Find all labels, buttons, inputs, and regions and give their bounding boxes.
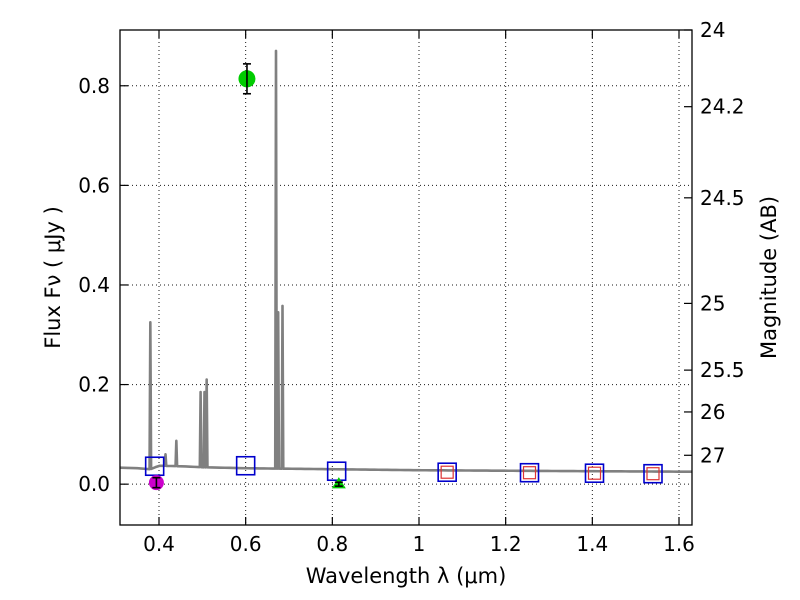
x-axis-label: Wavelength λ (μm) xyxy=(306,564,507,588)
mag-tick-label: 25.5 xyxy=(700,358,745,382)
axis-ticks: 0.4 0.6 0.8 1 1.2 1.4 1.6 0.0 0.2 0.4 0.6 0.8 24 24.2… xyxy=(78,18,744,556)
model-flux-box xyxy=(584,463,605,484)
model-flux-box xyxy=(235,455,256,476)
x-tick-label: 1.4 xyxy=(576,532,608,556)
y-axis-label-right: Magnitude (AB) xyxy=(757,196,781,359)
x-tick-label: 1.6 xyxy=(663,532,695,556)
x-tick-label: 0.4 xyxy=(143,532,175,556)
model-flux-box xyxy=(326,461,347,482)
x-tick-label: 1 xyxy=(413,532,426,556)
mag-tick-label: 24.2 xyxy=(700,95,745,119)
x-tick-label: 0.8 xyxy=(316,532,348,556)
mag-tick-label: 24 xyxy=(700,18,725,42)
plot-frame xyxy=(119,29,693,526)
mag-tick-label: 26 xyxy=(700,400,725,424)
y-tick-label: 0.8 xyxy=(78,74,110,98)
mag-tick-label: 27 xyxy=(700,443,725,467)
template-spectrum-layer xyxy=(119,49,693,474)
mag-tick-label: 25 xyxy=(700,291,725,315)
x-tick-label: 0.6 xyxy=(230,532,262,556)
model-flux-box-inner xyxy=(587,466,602,480)
model-flux-box-inner xyxy=(522,466,537,480)
y-tick-label: 0.6 xyxy=(78,173,110,197)
template-spectrum-line xyxy=(119,49,693,474)
model-flux-box xyxy=(437,462,457,483)
model-flux-box xyxy=(519,462,540,483)
y-axis-label-left: Flux Fν ( μJy ) xyxy=(41,206,65,349)
model-flux-box-inner xyxy=(646,467,660,481)
mag-tick-label: 24.5 xyxy=(700,186,745,210)
model-flux-box xyxy=(643,463,663,484)
y-tick-label: 0.0 xyxy=(78,472,110,496)
y-tick-label: 0.2 xyxy=(78,373,110,397)
x-tick-label: 1.2 xyxy=(490,532,522,556)
gridlines xyxy=(120,30,692,525)
model-flux-box-inner xyxy=(440,465,454,479)
y-tick-label: 0.4 xyxy=(78,273,110,297)
photometry-layer xyxy=(144,63,663,491)
model-flux-box xyxy=(144,456,165,477)
